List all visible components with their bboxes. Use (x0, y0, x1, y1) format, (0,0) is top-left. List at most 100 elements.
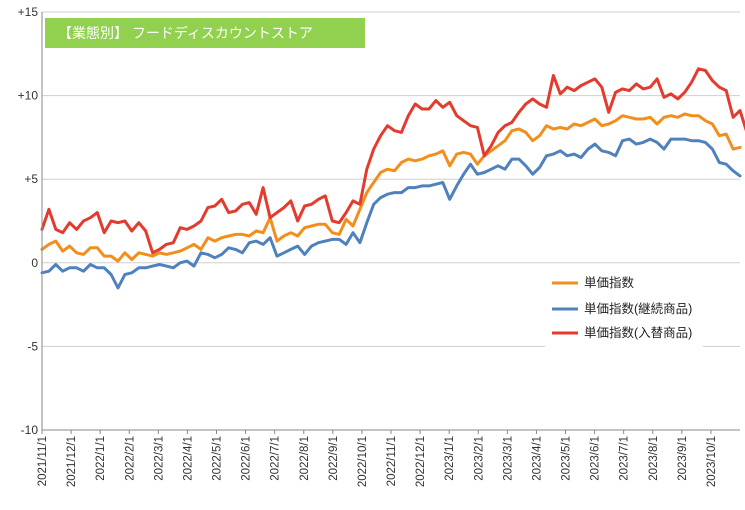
data-point (192, 264, 196, 268)
data-point (662, 96, 666, 99)
data-point (179, 261, 182, 264)
data-point (586, 121, 590, 124)
data-point (476, 126, 479, 129)
data-point (365, 168, 368, 171)
data-point (109, 273, 113, 276)
axis-layer (41, 12, 740, 431)
data-point (586, 81, 590, 84)
data-point (289, 199, 292, 203)
data-point (82, 219, 85, 223)
data-point (572, 122, 576, 126)
data-point (248, 201, 251, 204)
data-point (566, 127, 569, 131)
data-point (185, 228, 189, 231)
data-point (130, 271, 133, 274)
data-point (614, 119, 617, 122)
data-point (338, 233, 341, 236)
data-point (614, 154, 617, 157)
data-point (621, 114, 624, 117)
data-point (220, 198, 223, 201)
data-point (47, 243, 51, 246)
data-point (255, 213, 258, 216)
data-point (75, 228, 78, 231)
data-point (400, 161, 403, 164)
data-point (47, 270, 51, 273)
data-point (628, 89, 631, 92)
data-point (455, 184, 458, 188)
data-point (655, 77, 659, 81)
data-point (144, 253, 147, 256)
data-point (593, 77, 597, 81)
data-point (628, 116, 631, 119)
data-point (68, 221, 71, 224)
data-point (462, 119, 465, 122)
series-points-replacement-items (40, 67, 742, 254)
data-point (275, 254, 279, 258)
data-point (248, 234, 251, 238)
data-point (496, 144, 500, 147)
series-points-continuing-items (40, 137, 742, 290)
data-point (462, 173, 465, 176)
data-point (738, 109, 742, 112)
data-point (296, 219, 299, 223)
x-tick-label: 2023/1/1 (444, 436, 456, 481)
data-point (490, 149, 493, 152)
data-point (144, 266, 147, 269)
data-point (524, 131, 527, 134)
data-point (441, 181, 444, 184)
data-point (503, 124, 507, 127)
data-point (172, 251, 175, 254)
data-point (483, 171, 486, 174)
data-point (303, 226, 306, 229)
data-point (545, 154, 548, 157)
data-point (559, 92, 562, 96)
data-point (593, 142, 597, 146)
data-point (393, 169, 396, 172)
data-point (109, 254, 113, 258)
data-point (407, 114, 410, 117)
x-tick-label: 2023/6/1 (590, 436, 602, 481)
data-point (400, 131, 403, 134)
data-point (621, 87, 624, 91)
data-point (96, 246, 99, 249)
x-tick-label: 2021/11/1 (37, 436, 49, 486)
data-point (614, 91, 617, 94)
data-point (559, 149, 562, 152)
data-point (310, 203, 313, 206)
data-point (718, 86, 721, 89)
data-point (89, 263, 92, 266)
data-point (96, 266, 99, 269)
data-point (227, 211, 230, 214)
data-point (365, 221, 368, 224)
data-point (192, 243, 196, 246)
data-point (731, 147, 735, 151)
data-point (123, 219, 127, 223)
data-point (54, 263, 57, 266)
data-point (434, 152, 438, 156)
data-point (386, 168, 389, 171)
data-point (109, 219, 113, 223)
data-point (607, 111, 610, 114)
data-point (324, 194, 327, 198)
data-point (358, 203, 362, 206)
data-point (669, 114, 673, 117)
data-point (317, 241, 320, 244)
x-tick-label: 2023/9/1 (677, 436, 689, 481)
data-point (621, 139, 624, 142)
data-point (351, 231, 355, 234)
data-point (531, 97, 534, 101)
x-tick-label: 2022/7/1 (270, 436, 282, 481)
data-point (220, 236, 223, 239)
data-point (103, 266, 106, 269)
data-point (469, 152, 472, 156)
data-point (600, 149, 603, 152)
data-point (593, 117, 597, 121)
data-point (54, 239, 57, 243)
data-point (151, 254, 154, 258)
data-point (344, 218, 348, 221)
data-point (199, 248, 203, 251)
data-point (711, 122, 714, 126)
data-point (642, 117, 645, 121)
data-point (635, 82, 638, 86)
